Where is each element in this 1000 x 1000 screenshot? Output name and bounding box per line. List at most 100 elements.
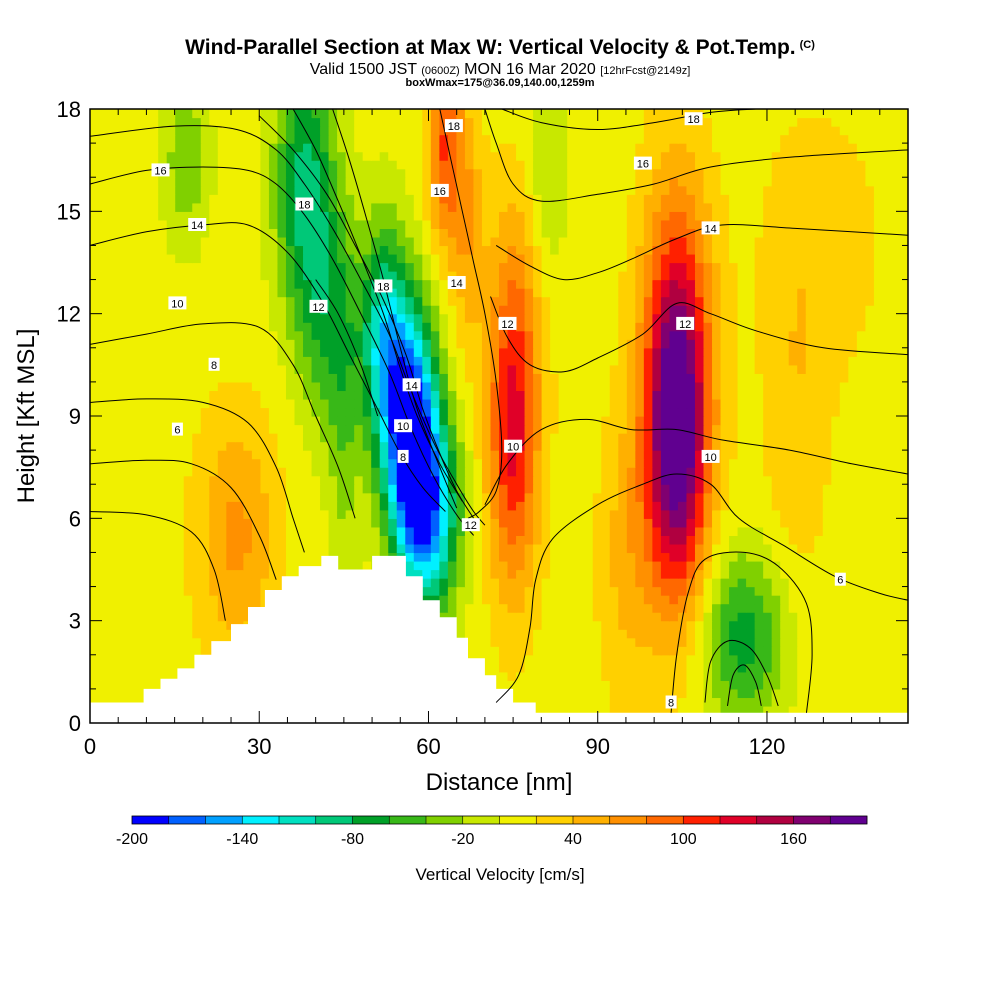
- velocity-cell: [575, 578, 585, 588]
- velocity-cell: [660, 484, 671, 494]
- velocity-cell: [234, 509, 244, 519]
- velocity-cell: [158, 578, 168, 588]
- velocity-cell: [260, 407, 270, 417]
- velocity-cell: [439, 586, 449, 596]
- velocity-cell: [490, 330, 500, 340]
- velocity-cell: [226, 535, 236, 545]
- velocity-cell: [788, 416, 798, 426]
- velocity-cell: [490, 569, 500, 579]
- velocity-cell: [285, 501, 296, 511]
- velocity-cell: [618, 475, 628, 485]
- velocity-cell: [362, 518, 372, 528]
- velocity-cell: [703, 586, 713, 596]
- velocity-cell: [660, 578, 671, 588]
- velocity-cell: [797, 390, 807, 400]
- velocity-cell: [107, 330, 117, 340]
- velocity-cell: [396, 322, 406, 332]
- velocity-cell: [601, 612, 611, 622]
- velocity-cell: [669, 680, 679, 690]
- velocity-cell: [473, 356, 483, 366]
- velocity-cell: [686, 492, 696, 502]
- velocity-cell: [251, 433, 262, 443]
- velocity-cell: [703, 680, 713, 690]
- velocity-cell: [285, 288, 296, 298]
- velocity-cell: [626, 296, 636, 306]
- velocity-cell: [712, 620, 722, 630]
- velocity-cell: [780, 296, 790, 306]
- velocity-cell: [643, 637, 653, 647]
- velocity-cell: [652, 475, 662, 485]
- velocity-cell: [371, 364, 381, 374]
- velocity-cell: [839, 279, 849, 289]
- velocity-cell: [345, 467, 355, 477]
- velocity-cell: [115, 535, 125, 545]
- velocity-cell: [499, 501, 509, 511]
- velocity-cell: [481, 620, 492, 630]
- velocity-cell: [660, 560, 671, 571]
- velocity-cell: [626, 680, 636, 690]
- velocity-cell: [890, 663, 901, 673]
- velocity-cell: [558, 356, 568, 366]
- velocity-cell: [839, 629, 849, 639]
- velocity-cell: [686, 390, 696, 400]
- velocity-cell: [686, 467, 696, 477]
- velocity-cell: [669, 433, 679, 443]
- velocity-cell: [746, 458, 756, 468]
- velocity-cell: [592, 364, 602, 374]
- velocity-cell: [712, 612, 722, 622]
- velocity-cell: [473, 620, 483, 630]
- velocity-cell: [516, 543, 526, 554]
- velocity-cell: [507, 509, 517, 519]
- velocity-cell: [805, 433, 815, 443]
- velocity-cell: [464, 339, 475, 349]
- velocity-cell: [354, 424, 364, 434]
- velocity-cell: [601, 381, 611, 392]
- velocity-cell: [635, 279, 645, 289]
- velocity-cell: [771, 364, 781, 374]
- velocity-cell: [405, 330, 415, 340]
- velocity-cell: [251, 569, 262, 579]
- velocity-cell: [379, 509, 389, 519]
- velocity-cell: [90, 390, 100, 400]
- velocity-cell: [183, 450, 193, 460]
- velocity-cell: [609, 535, 619, 545]
- velocity-cell: [541, 390, 551, 400]
- velocity-cell: [320, 509, 330, 519]
- velocity-cell: [149, 637, 159, 647]
- velocity-cell: [533, 475, 543, 485]
- velocity-cell: [780, 322, 790, 332]
- velocity-cell: [814, 339, 824, 349]
- velocity-cell: [294, 347, 304, 357]
- velocity-cell: [882, 586, 892, 596]
- velocity-cell: [98, 612, 108, 622]
- velocity-cell: [98, 654, 108, 664]
- velocity-cell: [626, 322, 636, 332]
- velocity-cell: [447, 407, 457, 417]
- velocity-cell: [575, 629, 585, 639]
- velocity-cell: [158, 458, 168, 468]
- velocity-cell: [584, 356, 594, 366]
- velocity-cell: [754, 347, 764, 357]
- velocity-cell: [609, 381, 619, 392]
- velocity-cell: [848, 501, 858, 511]
- velocity-cell: [481, 484, 492, 494]
- velocity-cell: [98, 330, 108, 340]
- velocity-cell: [712, 373, 722, 383]
- velocity-cell: [507, 407, 517, 417]
- velocity-cell: [320, 450, 330, 460]
- velocity-cell: [115, 654, 125, 664]
- velocity-cell: [805, 654, 815, 664]
- velocity-cell: [848, 492, 858, 502]
- velocity-cell: [422, 381, 432, 392]
- velocity-cell: [618, 629, 628, 639]
- velocity-cell: [285, 373, 296, 383]
- velocity-cell: [345, 458, 355, 468]
- velocity-cell: [456, 339, 466, 349]
- velocity-cell: [260, 535, 270, 545]
- velocity-cell: [694, 364, 705, 374]
- velocity-cell: [226, 313, 236, 323]
- velocity-cell: [192, 595, 202, 605]
- velocity-cell: [686, 305, 696, 315]
- velocity-cell: [626, 433, 636, 443]
- velocity-cell: [413, 330, 423, 340]
